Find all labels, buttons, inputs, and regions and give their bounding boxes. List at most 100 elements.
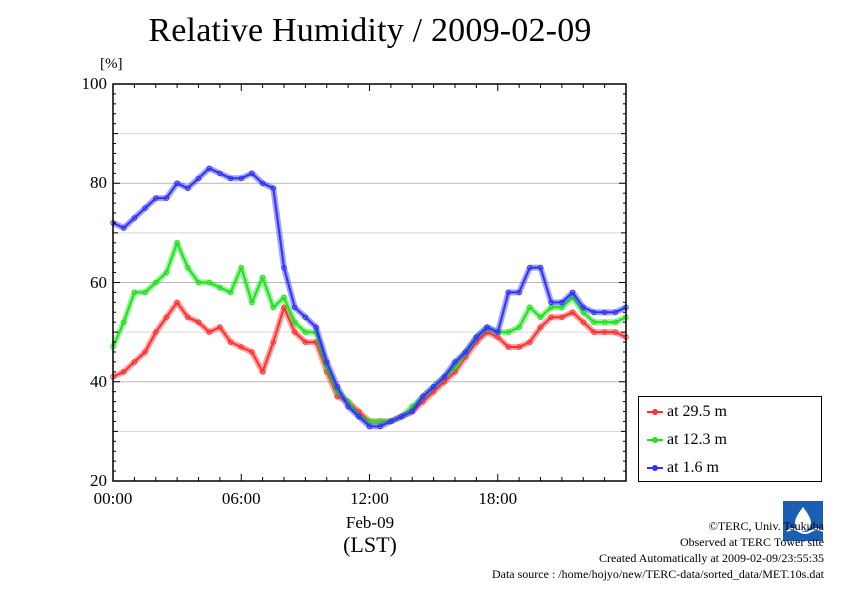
data-point — [270, 304, 276, 310]
data-point — [409, 408, 415, 415]
data-point — [463, 349, 469, 355]
y-tick-label: 80 — [90, 173, 107, 193]
legend: at 29.5 m at 12.3 m at 1.6 m — [638, 396, 822, 482]
series-line — [112, 241, 627, 423]
data-point — [516, 324, 522, 330]
data-point — [452, 359, 458, 365]
data-point — [121, 369, 127, 375]
data-point — [281, 304, 287, 310]
data-point — [324, 359, 330, 365]
y-axis-unit: [%] — [100, 56, 123, 72]
data-point — [206, 329, 212, 335]
data-point — [153, 279, 159, 286]
data-point — [484, 324, 490, 330]
credits: ©TERC, Univ. Tsukuba Observed at TERC To… — [492, 518, 824, 582]
data-point — [302, 339, 309, 345]
data-point — [601, 309, 608, 315]
series-line — [112, 167, 627, 428]
data-point — [259, 369, 266, 375]
y-tick-label: 60 — [90, 272, 107, 292]
data-point — [174, 240, 180, 246]
data-point — [473, 339, 480, 345]
data-point — [612, 309, 618, 315]
gridlines — [113, 133, 626, 432]
y-tick-label: 40 — [90, 371, 107, 391]
data-point — [559, 314, 565, 320]
x-tick-label: 06:00 — [221, 489, 261, 508]
data-point — [185, 264, 191, 271]
data-point — [580, 309, 586, 315]
data-point — [227, 175, 234, 182]
data-point — [270, 185, 276, 191]
data-point — [195, 279, 202, 286]
data-point — [249, 299, 255, 306]
data-point — [516, 289, 522, 296]
data-point — [569, 309, 576, 315]
data-point — [238, 264, 245, 271]
data-point — [142, 289, 148, 296]
data-point — [527, 339, 533, 345]
x-tick-label: 00:00 — [93, 489, 133, 508]
data-point — [163, 195, 170, 201]
data-point — [142, 205, 148, 211]
data-point — [580, 319, 586, 325]
data-point — [174, 180, 180, 187]
copyright-text: ©TERC, Univ. Tsukuba — [708, 519, 824, 533]
data-point — [121, 319, 127, 325]
data-point — [142, 349, 148, 355]
data-point — [569, 289, 576, 296]
data-point — [580, 304, 586, 310]
legend-swatch-green — [647, 431, 663, 449]
data-point — [601, 319, 608, 325]
data-point — [259, 180, 266, 187]
data-point — [217, 170, 223, 177]
legend-item-1-6m: at 1.6 m — [647, 459, 719, 477]
data-point — [185, 314, 191, 320]
data-point — [505, 344, 512, 350]
data-point — [174, 299, 180, 306]
axis-ticks — [112, 83, 627, 482]
data-point — [591, 329, 597, 335]
data-point — [227, 289, 234, 296]
data-point — [121, 225, 127, 231]
data-point — [131, 289, 138, 296]
data-source-text: Data source : /home/hojyo/new/TERC-data/… — [491, 567, 824, 581]
legend-item-12-3m: at 12.3 m — [647, 431, 727, 449]
data-point — [495, 334, 501, 340]
data-point — [420, 398, 426, 405]
data-point — [313, 324, 319, 330]
observed-text: Observed at TERC Tower site — [679, 535, 824, 549]
data-point — [388, 418, 394, 425]
data-point — [409, 403, 415, 410]
data-point — [591, 309, 597, 315]
data-point — [537, 314, 544, 320]
data-point — [302, 329, 309, 335]
data-point — [548, 314, 554, 320]
data-point — [163, 269, 170, 276]
data-point — [430, 389, 437, 395]
data-point — [366, 418, 373, 425]
legend-swatch-red — [647, 403, 663, 421]
data-point — [559, 299, 565, 306]
date-label: Feb-09 — [345, 513, 395, 532]
data-point — [356, 413, 362, 420]
x-tick-label: 12:00 — [350, 489, 389, 508]
data-point — [377, 423, 383, 430]
data-point — [270, 339, 276, 345]
chart-title: Relative Humidity / 2009-02-09 — [148, 12, 592, 49]
data-point — [601, 329, 608, 335]
data-point — [473, 334, 480, 340]
data-point — [217, 324, 223, 330]
data-point — [292, 304, 298, 310]
legend-swatch-blue — [647, 459, 663, 477]
data-point — [516, 344, 522, 350]
data-point — [206, 279, 212, 286]
data-point — [591, 319, 597, 325]
data-point — [505, 329, 512, 335]
data-point — [356, 408, 362, 415]
data-point — [345, 403, 351, 410]
data-point — [217, 284, 223, 291]
data-point — [569, 294, 576, 301]
data-point — [430, 384, 437, 390]
data-point — [281, 294, 287, 301]
